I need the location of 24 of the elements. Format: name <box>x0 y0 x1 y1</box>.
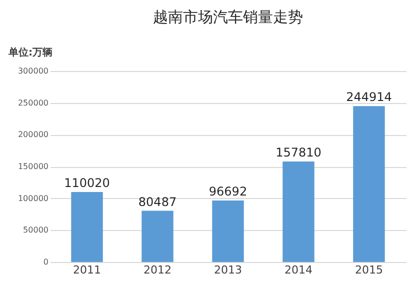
y-tick-label: 150000 <box>18 162 48 171</box>
data-label: 80487 <box>138 194 177 209</box>
x-tick-label: 2013 <box>214 264 242 276</box>
y-tick-label: 100000 <box>18 194 48 203</box>
bar <box>212 200 244 262</box>
bar <box>71 192 103 262</box>
x-tick-label: 2015 <box>354 264 383 276</box>
y-axis-title: 单位:万辆 <box>8 46 52 58</box>
y-tick-label: 250000 <box>18 98 48 108</box>
y-tick-label: 0 <box>43 258 48 266</box>
data-label: 244914 <box>346 90 392 104</box>
bar <box>353 106 385 262</box>
y-tick-label: 50000 <box>23 226 48 235</box>
bar <box>142 210 174 262</box>
x-tick-label: 2011 <box>73 264 102 276</box>
x-tick-label: 2014 <box>284 264 312 276</box>
x-tick-label: 2012 <box>144 264 172 276</box>
bar <box>282 162 314 262</box>
y-tick-label: 300000 <box>18 66 48 76</box>
data-label: 110020 <box>64 176 110 190</box>
data-label: 157810 <box>276 146 322 160</box>
y-tick-label: 200000 <box>18 130 48 140</box>
data-label: 96692 <box>208 184 248 198</box>
chart-title: 越南市场汽车销量走势 <box>153 8 303 26</box>
